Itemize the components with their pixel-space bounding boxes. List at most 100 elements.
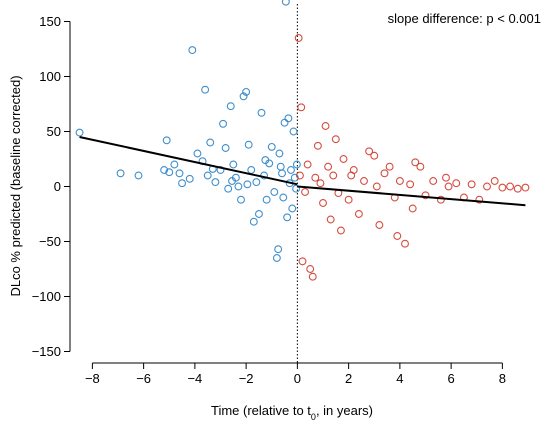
x-axis-title-main: Time (relative to t	[211, 403, 311, 418]
data-point	[278, 169, 286, 178]
data-point	[254, 210, 263, 218]
data-point	[336, 226, 345, 235]
trend-line	[297, 185, 526, 207]
annotation: slope difference: p < 0.001	[388, 11, 541, 26]
data-point	[375, 221, 384, 229]
data-point	[203, 171, 212, 180]
data-point	[247, 166, 256, 174]
data-point	[272, 254, 281, 262]
x-tick-label: 0	[294, 371, 301, 386]
data-point	[421, 191, 430, 200]
data-point	[467, 180, 476, 189]
data-point	[475, 195, 484, 204]
x-tick-label: −2	[239, 371, 254, 386]
data-point	[211, 178, 220, 187]
data-point	[274, 245, 283, 254]
data-point	[193, 149, 202, 158]
data-point	[226, 102, 235, 111]
x-axis-title-tail: , in years)	[316, 403, 373, 418]
data-point	[134, 171, 143, 180]
data-point	[287, 166, 295, 174]
data-point	[316, 179, 325, 188]
data-point	[370, 151, 379, 160]
data-point	[385, 162, 394, 171]
x-tick-label: 6	[448, 371, 455, 386]
data-point	[347, 171, 356, 180]
data-point	[242, 87, 251, 96]
data-point	[234, 182, 243, 191]
axes: 150 100 50 0 −50 −100 −150 −8 −6 −4 −2 0 2 4 6 8	[32, 14, 506, 386]
data-point	[411, 158, 420, 167]
data-point	[165, 168, 174, 177]
data-point	[221, 144, 230, 152]
data-point	[498, 183, 507, 192]
data-point	[395, 177, 404, 185]
data-point	[160, 166, 169, 174]
data-point	[206, 138, 215, 147]
data-point	[229, 160, 238, 169]
data-point	[324, 162, 333, 171]
y-tick-label: −150	[32, 344, 61, 359]
data-point	[303, 160, 312, 169]
data-point	[298, 257, 307, 266]
data-point	[521, 183, 530, 192]
y-axis-title: DLco % predicted (baseline corrected)	[8, 75, 23, 296]
data-point	[308, 272, 317, 281]
data-point	[406, 180, 415, 189]
y-tick-label: 50	[47, 124, 61, 139]
data-point	[270, 188, 279, 196]
data-point	[178, 179, 187, 188]
data-point	[267, 142, 276, 151]
data-point	[188, 46, 197, 55]
data-point	[275, 149, 284, 158]
x-axis-title-subscript: 0	[311, 412, 316, 422]
data-point	[261, 156, 270, 165]
data-point	[301, 188, 310, 196]
y-tick-label: −100	[32, 289, 61, 304]
trend-line	[79, 136, 298, 186]
series-group	[75, 0, 301, 262]
data-point	[313, 141, 322, 150]
data-point	[326, 215, 335, 224]
data-point	[257, 108, 266, 117]
data-point	[284, 114, 293, 123]
data-point	[380, 169, 389, 178]
data-point	[290, 173, 299, 182]
data-point	[401, 239, 409, 248]
data-point	[311, 173, 320, 182]
data-point	[228, 177, 236, 185]
data-point	[513, 184, 522, 193]
x-axis-title: Time (relative to t0, in years)	[211, 403, 373, 422]
trend-lines	[79, 136, 526, 207]
y-tick-label: 100	[39, 69, 61, 84]
data-point	[162, 136, 171, 145]
data-point	[75, 128, 84, 137]
data-point	[249, 217, 258, 226]
data-point	[288, 204, 297, 213]
data-point	[339, 155, 348, 163]
series-group	[294, 34, 530, 281]
data-point	[429, 177, 438, 185]
data-point	[329, 171, 338, 180]
data-point	[262, 195, 271, 204]
y-tick-label: 0	[54, 179, 61, 194]
data-point	[283, 213, 292, 222]
data-point	[252, 178, 261, 187]
data-point	[416, 162, 425, 171]
data-point	[506, 182, 515, 191]
data-point	[490, 177, 499, 185]
x-tick-label: 4	[396, 371, 403, 386]
data-point	[170, 160, 179, 169]
y-tick-label: 150	[39, 14, 61, 29]
data-point	[393, 232, 402, 240]
data-point	[185, 174, 194, 183]
data-point	[292, 160, 301, 169]
data-point	[243, 180, 252, 189]
data-point	[289, 127, 298, 136]
x-tick-label: −8	[85, 371, 100, 386]
data-point	[280, 118, 289, 127]
data-point	[408, 204, 417, 213]
data-point	[452, 179, 461, 188]
